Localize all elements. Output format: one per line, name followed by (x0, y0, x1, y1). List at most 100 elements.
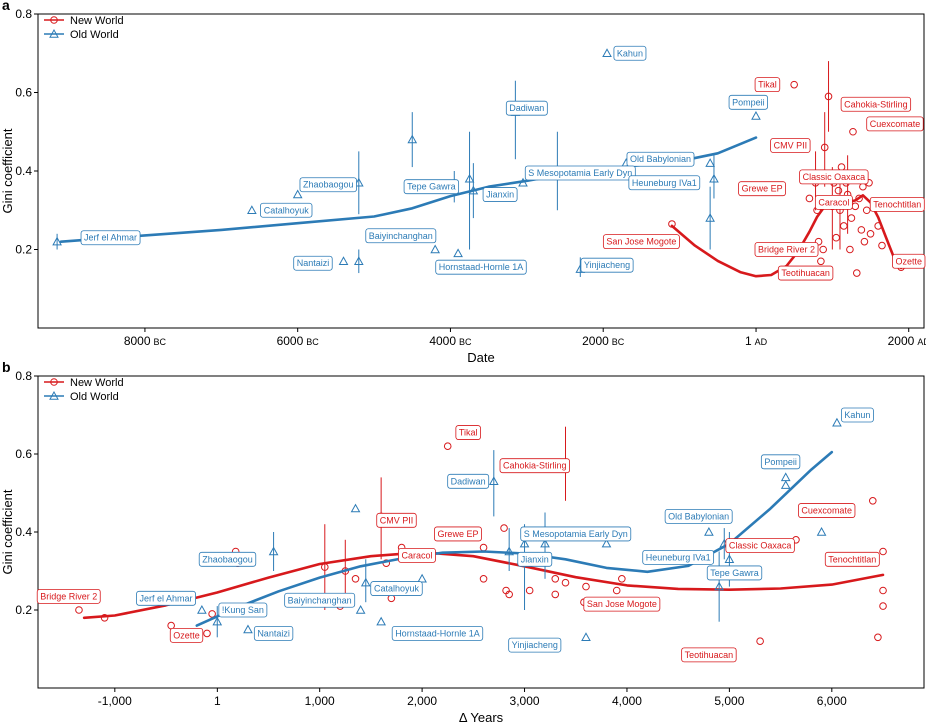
site-label-box (198, 551, 257, 567)
site-label-box (777, 265, 834, 281)
site-label: Bridge River 2 (36, 588, 101, 604)
site-label: Kahun (613, 45, 647, 61)
site-label-text: San Jose Mogote (587, 599, 657, 609)
x-tick-label: 6,000 (817, 694, 847, 708)
site-label-box (866, 116, 924, 132)
legend-label: Old World (70, 29, 119, 41)
site-label: Hornstaad-Hornle 1A (391, 626, 484, 641)
data-point (430, 244, 441, 254)
legend-label: New World (70, 15, 124, 27)
site-label-box (770, 138, 811, 153)
data-point (479, 575, 488, 583)
y-tick-label: 0.2 (15, 603, 32, 617)
site-label-text: Classic Oaxaca (729, 541, 792, 551)
site-label-box (218, 602, 268, 618)
site-label-box (841, 407, 874, 423)
data-point (500, 524, 508, 532)
data-point (351, 575, 360, 583)
data-point (704, 526, 714, 536)
site-label: Cahokia-Stirling (840, 96, 912, 112)
data-point (816, 526, 827, 536)
x-tick-label: 3,000 (510, 694, 540, 708)
legend-circle-marker (50, 378, 58, 386)
data-point (52, 236, 62, 246)
site-label-box (365, 228, 437, 244)
site-label-box (391, 626, 484, 641)
site-label: Baiyinchanghan (365, 228, 437, 244)
plot-frame (37, 13, 925, 329)
site-label-box (613, 45, 647, 61)
site-label: Nantaizi (253, 626, 294, 641)
site-label: Classic Oaxaca (725, 538, 795, 554)
site-label-text: Classic Oaxaca (803, 172, 866, 182)
data-point (847, 214, 856, 222)
data-point (247, 205, 257, 214)
site-label-box (455, 425, 481, 440)
data-point (751, 111, 761, 120)
site-label-text: Baiyinchanghan (369, 231, 433, 241)
site-label: Nantaizi (293, 255, 333, 271)
site-label-text: CMV PII (380, 515, 414, 525)
site-label-text: Ozette (895, 256, 922, 266)
site-label: Ozette (169, 627, 204, 643)
site-label-text: Tenochtitlan (828, 554, 876, 564)
site-label-text: Yinjiacheng (584, 260, 630, 270)
data-point (338, 256, 349, 265)
data-point (360, 577, 371, 587)
legend-label: Old World (70, 391, 119, 403)
data-point (852, 269, 861, 277)
site-label-text: Zhaobaogou (303, 180, 354, 190)
site-label-text: Cuexcomate (870, 119, 921, 129)
site-label-text: Dadiwan (451, 476, 486, 486)
site-label-box (447, 473, 490, 489)
data-point (407, 134, 418, 144)
x-axis-title: Date (467, 350, 494, 365)
site-label: Classic Oaxaca (799, 169, 869, 185)
site-label-box (499, 458, 570, 474)
data-point (868, 497, 877, 505)
site-label-box (760, 454, 801, 470)
site-label: Baiyinchanghan (284, 592, 356, 608)
data-point (618, 575, 626, 583)
site-label: Catalhoyuk (370, 581, 423, 596)
site-label-box (435, 259, 527, 275)
site-label: Grewe EP (434, 526, 482, 542)
site-label-box (482, 187, 518, 202)
site-label-text: Cahokia-Stirling (844, 99, 908, 109)
site-label-text: Zhaobaogou (202, 554, 253, 564)
data-point (581, 632, 591, 641)
data-point (817, 257, 825, 266)
site-label-text: Kahun (844, 410, 870, 420)
site-label-text: Grewe EP (742, 184, 783, 194)
data-point (479, 543, 488, 552)
x-tick-label: 6000 BC (277, 334, 320, 348)
data-point (601, 538, 612, 548)
panel-letter: a (2, 0, 10, 13)
site-label-text: Ozette (173, 630, 200, 640)
data-point (714, 581, 724, 591)
data-point (820, 143, 829, 152)
data-point (582, 582, 590, 591)
site-label-text: Dadiwan (509, 103, 544, 113)
site-label-box (626, 151, 695, 167)
site-label: Tenochtitlan (824, 551, 880, 567)
site-label-text: Catalhoyuk (264, 205, 310, 215)
site-label: San Jose Mogote (583, 596, 661, 612)
y-tick-label: 0.6 (15, 447, 32, 461)
site-label-box (738, 181, 786, 197)
data-point (197, 604, 207, 614)
y-tick-label: 0.6 (15, 86, 32, 100)
site-label: Old Babylonian (664, 508, 733, 524)
site-label-box (505, 100, 548, 116)
site-label-text: Caracol (401, 550, 432, 560)
site-label-box (524, 165, 636, 181)
data-point (874, 633, 882, 642)
site-label: Jianxin (517, 551, 553, 567)
data-point (350, 503, 361, 513)
data-point (857, 226, 866, 234)
site-label-text: Jianxin (521, 554, 549, 564)
site-label-text: Pompeii (732, 97, 765, 107)
site-label: CMV PII (770, 138, 811, 153)
x-tick-label: 4000 BC (429, 334, 472, 348)
site-label: Cuexcomate (798, 503, 856, 518)
